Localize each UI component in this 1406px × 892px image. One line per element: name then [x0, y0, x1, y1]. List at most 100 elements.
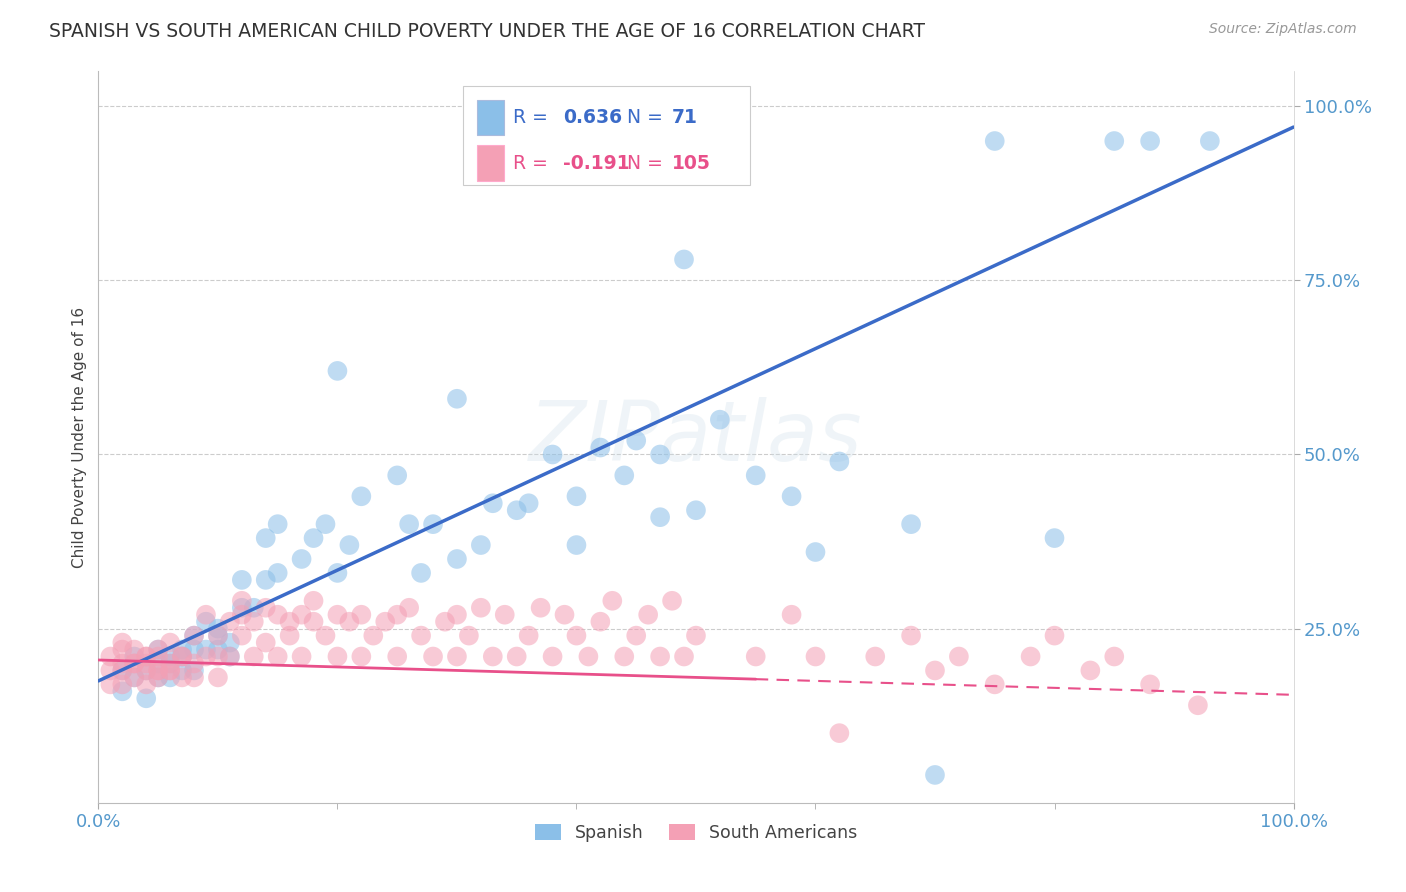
Point: [219, 649, 242, 664]
Point: [148, 642, 170, 657]
Text: N =: N =: [627, 153, 668, 172]
Point: [124, 657, 146, 671]
Point: [135, 664, 157, 678]
Point: [98, 649, 122, 664]
Point: [111, 642, 134, 657]
Point: [828, 454, 851, 468]
Point: [326, 566, 349, 580]
Point: [159, 657, 181, 671]
Point: [124, 642, 146, 657]
Point: [924, 664, 946, 678]
Point: [207, 649, 229, 664]
Point: [565, 489, 588, 503]
Point: [900, 517, 922, 532]
Point: [195, 642, 218, 657]
Point: [648, 510, 672, 524]
Point: [673, 649, 696, 664]
Point: [865, 649, 887, 664]
Point: [172, 670, 194, 684]
Point: [530, 600, 553, 615]
Point: [278, 629, 301, 643]
Point: [637, 607, 659, 622]
Point: [159, 670, 181, 684]
Point: [517, 496, 540, 510]
Point: [207, 629, 229, 643]
Point: [385, 468, 409, 483]
Point: [374, 615, 396, 629]
Point: [1139, 677, 1161, 691]
Point: [709, 412, 731, 426]
Point: [302, 594, 325, 608]
Point: [124, 649, 146, 664]
Point: [685, 503, 707, 517]
Point: [148, 657, 170, 671]
Point: [207, 670, 229, 684]
Point: [1080, 664, 1102, 678]
Point: [267, 607, 290, 622]
Point: [254, 573, 277, 587]
Point: [148, 664, 170, 678]
Point: [422, 517, 444, 532]
Point: [172, 664, 194, 678]
Point: [111, 677, 134, 691]
Point: [565, 629, 588, 643]
Point: [135, 657, 157, 671]
Point: [554, 607, 576, 622]
Point: [183, 670, 205, 684]
Text: R =: R =: [513, 108, 554, 127]
Point: [195, 607, 218, 622]
Point: [446, 607, 468, 622]
Point: [183, 642, 205, 657]
Point: [172, 642, 194, 657]
Point: [195, 649, 218, 664]
FancyBboxPatch shape: [477, 100, 503, 136]
Point: [111, 664, 134, 678]
Point: [506, 503, 529, 517]
Point: [350, 649, 373, 664]
Point: [1104, 649, 1126, 664]
Point: [148, 664, 170, 678]
Point: [254, 531, 277, 545]
Point: [517, 629, 540, 643]
Point: [326, 607, 349, 622]
Point: [422, 649, 444, 664]
Point: [1043, 629, 1066, 643]
Point: [254, 600, 277, 615]
Point: [411, 629, 433, 643]
Text: N =: N =: [627, 108, 668, 127]
Point: [207, 642, 229, 657]
Point: [350, 489, 373, 503]
Point: [350, 607, 373, 622]
Point: [291, 607, 314, 622]
Legend: Spanish, South Americans: Spanish, South Americans: [527, 817, 865, 849]
Point: [278, 615, 301, 629]
Point: [302, 615, 325, 629]
Point: [231, 573, 253, 587]
Point: [1104, 134, 1126, 148]
Point: [148, 649, 170, 664]
Point: [183, 664, 205, 678]
Point: [111, 635, 134, 649]
Point: [124, 670, 146, 684]
Point: [1043, 531, 1066, 545]
Point: [494, 607, 516, 622]
Point: [98, 677, 122, 691]
Point: [183, 629, 205, 643]
Point: [302, 531, 325, 545]
Point: [315, 517, 337, 532]
Point: [326, 649, 349, 664]
Point: [111, 664, 134, 678]
Point: [446, 552, 468, 566]
Point: [780, 607, 803, 622]
Point: [219, 649, 242, 664]
Text: -0.191: -0.191: [564, 153, 630, 172]
Point: [470, 538, 492, 552]
Point: [207, 629, 229, 643]
Point: [804, 649, 827, 664]
Point: [135, 649, 157, 664]
Point: [446, 392, 468, 406]
Point: [470, 600, 492, 615]
Point: [602, 594, 624, 608]
Point: [541, 448, 564, 462]
Point: [685, 629, 707, 643]
